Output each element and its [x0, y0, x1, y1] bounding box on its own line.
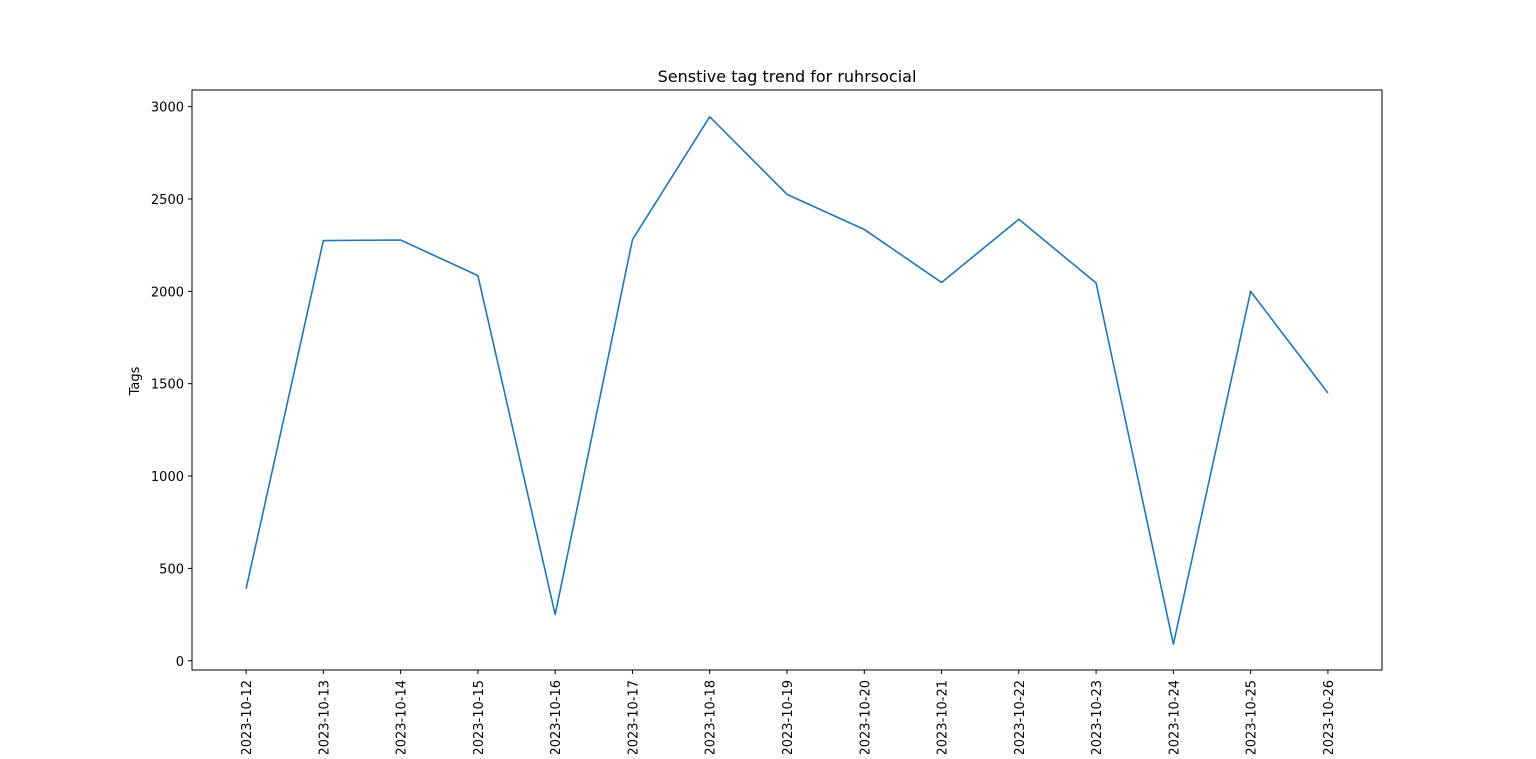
- x-tick-label: 2023-10-16: [549, 680, 564, 754]
- x-tick-label: 2023-10-18: [704, 680, 719, 754]
- x-tick-label: 2023-10-21: [936, 680, 951, 754]
- x-tick-label: 2023-10-13: [317, 680, 332, 754]
- x-tick-label: 2023-10-22: [1013, 680, 1028, 754]
- y-tick-label: 2500: [151, 193, 184, 208]
- y-tick-label: 0: [176, 655, 184, 670]
- x-tick-label: 2023-10-19: [781, 680, 796, 754]
- x-tick-label: 2023-10-26: [1322, 680, 1337, 754]
- x-tick-label: 2023-10-25: [1245, 680, 1260, 754]
- y-tick-label: 1500: [151, 378, 184, 393]
- x-tick-label: 2023-10-14: [395, 680, 410, 754]
- series-layer: [245, 115, 1329, 645]
- x-tick-label: 2023-10-17: [626, 680, 641, 754]
- y-tick-label: 500: [159, 562, 184, 577]
- x-tick-label: 2023-10-24: [1167, 680, 1182, 754]
- x-tick-label: 2023-10-23: [1090, 680, 1105, 754]
- x-tick-label: 2023-10-20: [858, 680, 873, 754]
- chart-title: Senstive tag trend for ruhrsocial: [658, 67, 917, 86]
- x-tick-label: 2023-10-12: [240, 680, 255, 754]
- axis-ticks: 0 500 1000 1500 2000 2500 3000 2023-10-12 2023-1…: [151, 101, 1337, 756]
- series-line: [245, 115, 1329, 645]
- y-tick-label: 3000: [151, 101, 184, 116]
- y-tick-label: 1000: [151, 470, 184, 485]
- x-tick-label: 2023-10-15: [472, 680, 487, 754]
- plot-frame: [191, 89, 1383, 671]
- y-tick-label: 2000: [151, 285, 184, 300]
- y-axis-label: Tags: [128, 366, 143, 396]
